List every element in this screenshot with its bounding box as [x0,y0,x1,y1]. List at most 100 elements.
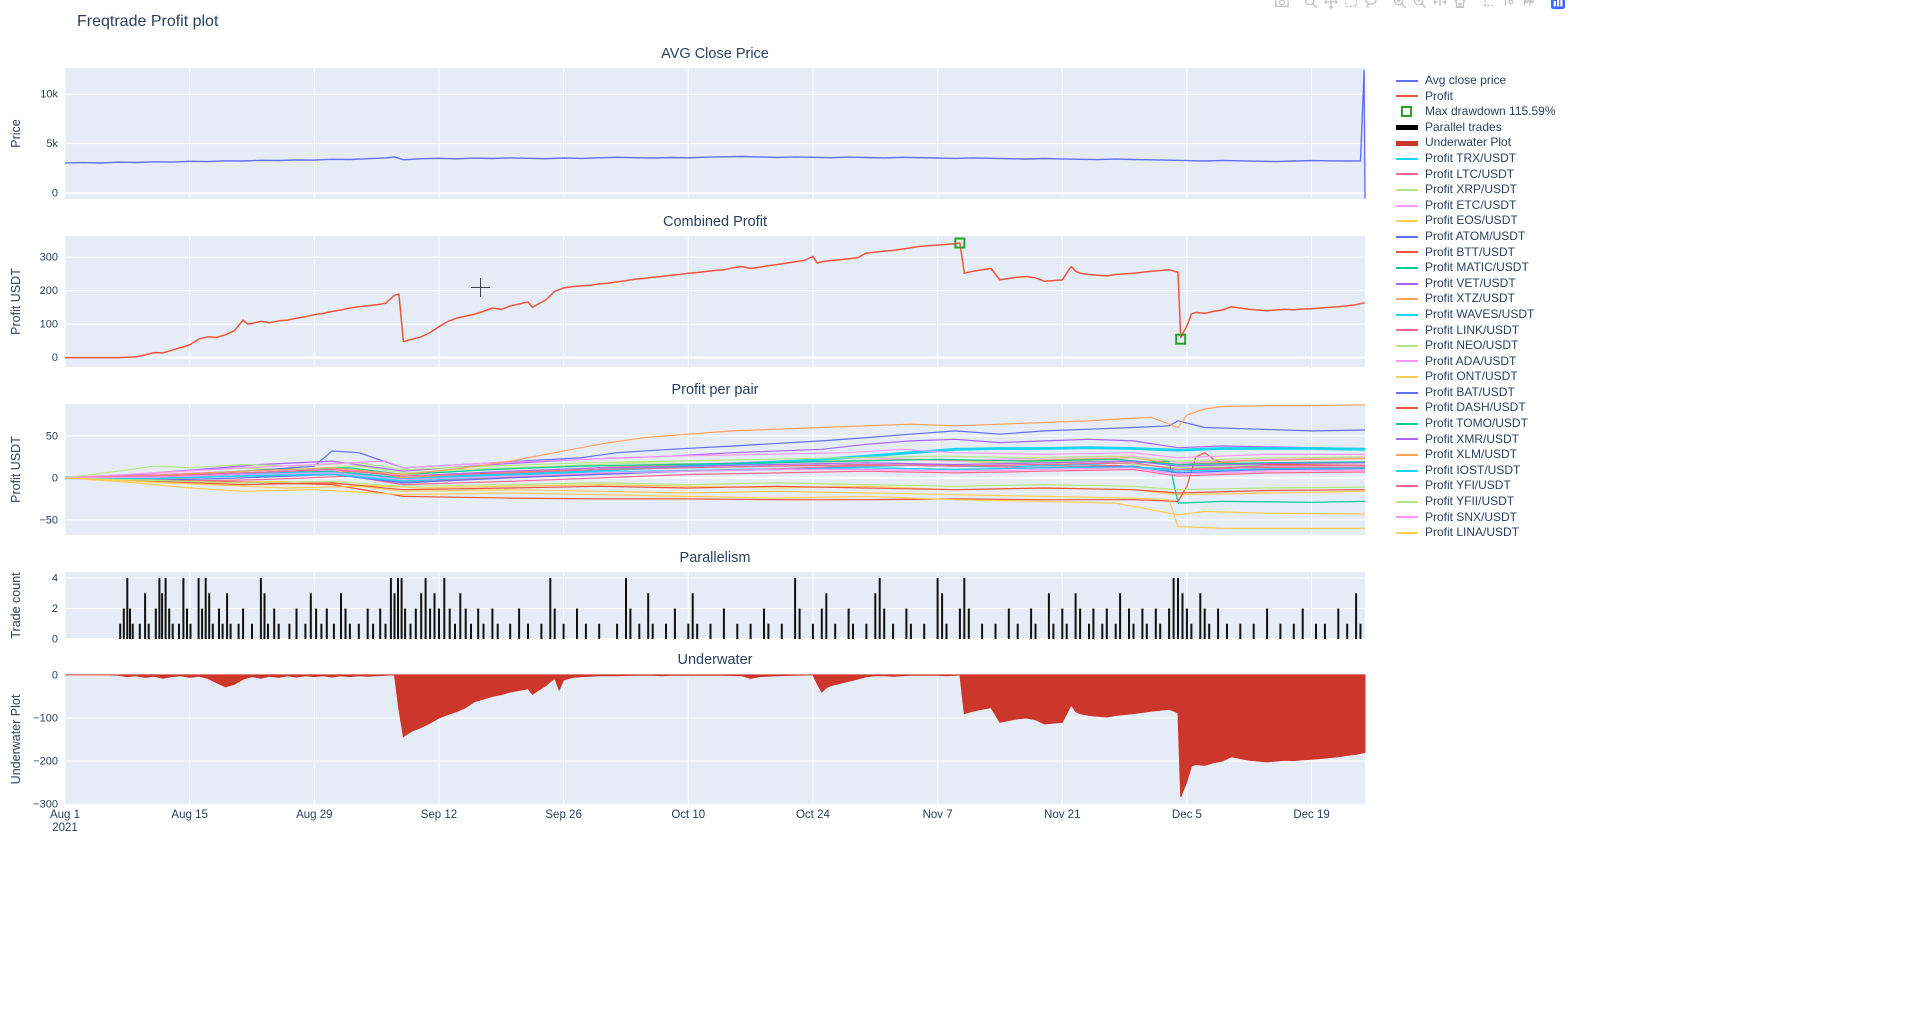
legend-item-profit-waves-usdt[interactable]: Profit WAVES/USDT [1396,307,1556,323]
legend-swatch [1396,313,1420,316]
trade-count-bar [295,608,298,639]
legend-item-profit-eos-usdt[interactable]: Profit EOS/USDT [1396,213,1556,229]
zoom-button[interactable] [1301,0,1321,13]
legend-item-profit-matic-usdt[interactable]: Profit MATIC/USDT [1396,260,1556,276]
y-tick-label: 0 [52,634,58,646]
trade-count-bar [320,623,323,639]
y-tick-label: 0 [52,472,58,484]
trade-count-bar [1145,623,1148,639]
reset-axes-button[interactable] [1450,0,1470,13]
toggle-spikelines-button[interactable] [1479,0,1499,13]
series-avg-close-price [64,69,1366,199]
legend-item-profit-ada-usdt[interactable]: Profit ADA/USDT [1396,354,1556,370]
legend-item-profit-yfii-usdt[interactable]: Profit YFII/USDT [1396,494,1556,510]
trade-count-bar [226,593,229,639]
trade-count-bar [482,623,485,639]
legend-swatch [1396,422,1420,425]
legend-item-profit-etc-usdt[interactable]: Profit ETC/USDT [1396,198,1556,214]
x-tick-label: Oct 24 [796,809,830,821]
trade-count-bar [186,608,188,639]
legend-label: Profit [1425,88,1454,103]
legend-item-profit-link-usdt[interactable]: Profit LINK/USDT [1396,323,1556,339]
plot-area-combined-profit[interactable] [65,236,1365,367]
legend-item-profit-xtz-usdt[interactable]: Profit XTZ/USDT [1396,291,1556,307]
legend-swatch [1396,516,1420,519]
subplot-underwater: 0 −100 −200 −300 Underwater Underwater Plot [9,652,1366,811]
legend-item-underwater-plot[interactable]: Underwater Plot [1396,135,1556,151]
y-tick-label: 2 [52,603,58,615]
legend-label: Profit LINA/USDT [1425,525,1520,540]
plot-area-avg-close-price[interactable] [65,68,1365,199]
legend-item-parallel-trades[interactable]: Parallel trades [1396,120,1556,136]
trade-count-bar [1030,608,1033,639]
legend-item-profit-iost-usdt[interactable]: Profit IOST/USDT [1396,463,1556,479]
series-profit-atom-usdt [64,420,1366,479]
legend-line-swatch-icon [1396,454,1418,457]
trade-count-bar [496,623,499,639]
legend: Avg close price Profit Max drawdown 115.59… [1396,73,1556,541]
legend-line-swatch-icon [1396,79,1418,82]
hover-compare-button[interactable] [1519,0,1539,13]
legend-item-profit-ltc-usdt[interactable]: Profit LTC/USDT [1396,167,1556,183]
hover-closest-button[interactable] [1499,0,1519,13]
trade-count-bar [1061,608,1064,639]
legend-item-profit-dash-usdt[interactable]: Profit DASH/USDT [1396,400,1556,416]
legend-item-profit-atom-usdt[interactable]: Profit ATOM/USDT [1396,229,1556,245]
plotly-logo[interactable] [1548,0,1568,13]
trade-count-bar [1208,623,1211,639]
legend-item-profit-xrp-usdt[interactable]: Profit XRP/USDT [1396,182,1556,198]
trade-count-bar [470,623,472,639]
download-camera-button[interactable] [1272,0,1292,13]
trade-count-bar [464,608,467,639]
legend-swatch [1396,344,1420,347]
zoom-in-button[interactable] [1390,0,1410,13]
legend-label: Profit DASH/USDT [1425,400,1526,415]
trade-count-bar [709,623,712,639]
trade-count-bar [357,623,360,639]
trade-count-bar [1355,593,1358,639]
legend-item-profit-snx-usdt[interactable]: Profit SNX/USDT [1396,510,1556,526]
legend-item-profit-xlm-usdt[interactable]: Profit XLM/USDT [1396,447,1556,463]
box-select-button[interactable] [1341,0,1361,13]
trade-count-bar [638,623,641,639]
legend-item-profit-ont-usdt[interactable]: Profit ONT/USDT [1396,369,1556,385]
trade-count-bar [315,608,318,639]
legend-item-profit-yfi-usdt[interactable]: Profit YFI/USDT [1396,478,1556,494]
legend-item-profit-xmr-usdt[interactable]: Profit XMR/USDT [1396,432,1556,448]
legend-label: Profit BTT/USDT [1425,244,1516,259]
trade-count-bar [131,623,134,639]
plot-area-parallelism[interactable] [65,572,1365,639]
trade-count-bar [1052,623,1055,639]
y-tick-label: 5k [46,138,58,150]
legend-line-swatch-icon [1396,438,1418,441]
legend-label: Profit IOST/USDT [1425,462,1521,477]
y-tick-label: 0 [52,188,58,200]
y-axis-title-trade-count: Trade count [9,572,23,639]
legend-item-profit-vet-usdt[interactable]: Profit VET/USDT [1396,276,1556,292]
trade-count-bar [673,608,676,639]
legend-item-profit-tomo-usdt[interactable]: Profit TOMO/USDT [1396,416,1556,432]
legend-item-profit-neo-usdt[interactable]: Profit NEO/USDT [1396,338,1556,354]
legend-item-avg-close-price[interactable]: Avg close price [1396,73,1556,89]
legend-swatch [1396,485,1420,488]
legend-item-profit[interactable]: Profit [1396,89,1556,105]
trade-count-bar [129,608,131,639]
pan-button[interactable] [1321,0,1341,13]
autoscale-button[interactable] [1430,0,1450,13]
x-tick-label: Aug 1 [50,809,80,821]
lasso-select-button[interactable] [1361,0,1381,13]
legend-item-profit-bat-usdt[interactable]: Profit BAT/USDT [1396,385,1556,401]
trade-count-bar [138,623,141,639]
legend-item-profit-trx-usdt[interactable]: Profit TRX/USDT [1396,151,1556,167]
legend-item-max-drawdown-115-59[interactable]: Max drawdown 115.59% [1396,104,1556,120]
legend-item-profit-lina-usdt[interactable]: Profit LINA/USDT [1396,525,1556,541]
legend-label: Parallel trades [1425,119,1502,134]
trade-count-bar [553,608,556,639]
legend-item-profit-btt-usdt[interactable]: Profit BTT/USDT [1396,245,1556,261]
trade-count-bar [344,608,347,639]
trade-count-bar [1301,608,1304,639]
zoom-out-button[interactable] [1410,0,1430,13]
legend-line-swatch-icon [1396,360,1418,363]
